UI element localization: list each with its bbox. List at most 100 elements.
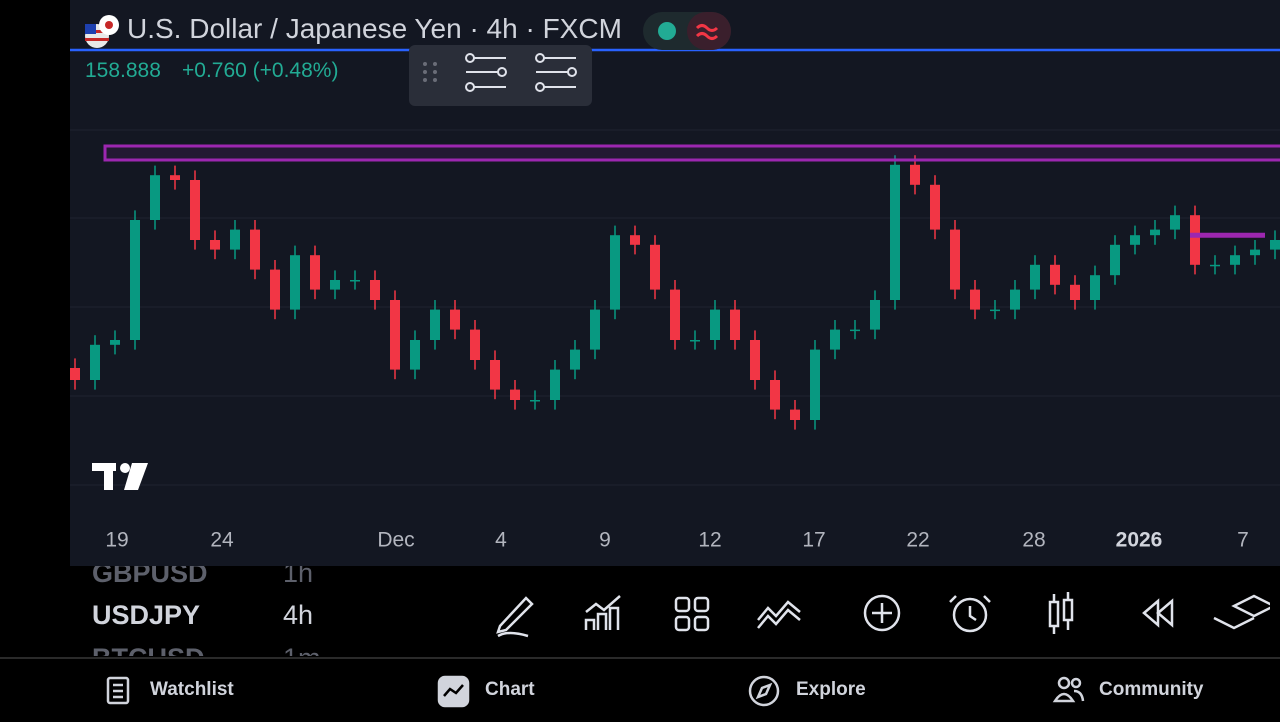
candle-body bbox=[810, 349, 820, 420]
symbol: GBPUSD bbox=[92, 566, 208, 588]
watchlist: GBPUSD 1h USDJPY 4h BTCUSD 1m bbox=[0, 566, 480, 656]
resistance-zone bbox=[103, 144, 1280, 162]
replay[interactable] bbox=[1142, 598, 1174, 628]
draw-tool[interactable] bbox=[496, 596, 534, 638]
x-tick-label: 7 bbox=[1237, 529, 1249, 552]
candle-body bbox=[490, 360, 500, 390]
candle-body bbox=[1230, 255, 1240, 265]
explore-icon[interactable] bbox=[748, 675, 780, 707]
candle-body bbox=[1250, 249, 1260, 256]
x-tick-label: Dec bbox=[377, 529, 414, 552]
tab[interactable]: Explore bbox=[796, 679, 866, 700]
interval: 4h bbox=[283, 600, 314, 630]
tab-icons bbox=[106, 675, 1085, 708]
candle-body bbox=[230, 229, 240, 250]
candle-body bbox=[670, 289, 680, 340]
watchlist-row[interactable]: USDJPY 4h bbox=[92, 600, 313, 631]
chart-type[interactable] bbox=[1048, 592, 1074, 634]
candle-body bbox=[930, 184, 940, 230]
community-icon[interactable] bbox=[1052, 676, 1085, 703]
candle-body bbox=[650, 244, 660, 290]
candle-body bbox=[770, 380, 780, 410]
tab-bar: Watchlist Chart Explore Community bbox=[0, 657, 1280, 722]
status-pill[interactable] bbox=[643, 12, 731, 50]
interval: 1m bbox=[283, 643, 321, 656]
compare[interactable] bbox=[757, 600, 801, 629]
candle-body bbox=[850, 329, 860, 332]
candle-body bbox=[90, 344, 100, 380]
candle-body bbox=[870, 300, 880, 330]
candle-body bbox=[510, 389, 520, 400]
candle-body bbox=[1010, 289, 1020, 310]
candle-body bbox=[690, 340, 700, 342]
objects[interactable] bbox=[1213, 594, 1270, 630]
tab[interactable]: Watchlist bbox=[150, 679, 234, 700]
x-tick-label: 17 bbox=[802, 529, 825, 552]
symbol: USDJPY bbox=[92, 600, 201, 630]
candle-body bbox=[550, 369, 560, 400]
floating-toolbar[interactable] bbox=[409, 45, 592, 106]
watchlist-icon[interactable] bbox=[106, 676, 130, 705]
candle-body bbox=[430, 309, 440, 340]
x-tick-label: 2026 bbox=[1116, 529, 1163, 552]
alert[interactable] bbox=[949, 595, 991, 633]
candle-body bbox=[370, 280, 380, 300]
candle-body bbox=[1170, 215, 1180, 230]
symbol-title[interactable]: U.S. Dollar / Japanese Yen · 4h · FXCM bbox=[127, 13, 622, 44]
symbol: BTCUSD bbox=[92, 643, 205, 656]
tab[interactable]: Community bbox=[1099, 679, 1204, 700]
tradingview-logo bbox=[92, 463, 148, 490]
chart: 19 24 Dec 4 9 12 17 22 28 2026 7 bbox=[70, 0, 1280, 566]
candle-body bbox=[450, 309, 460, 330]
last-price: 158.888 bbox=[85, 59, 161, 82]
candle-body bbox=[1190, 215, 1200, 265]
candle-body bbox=[990, 309, 1000, 312]
candle-body bbox=[1270, 240, 1280, 250]
candle-body bbox=[170, 175, 180, 180]
candle-body bbox=[250, 229, 260, 270]
indicators[interactable] bbox=[584, 595, 621, 630]
watchlist-row[interactable]: BTCUSD 1m bbox=[92, 643, 321, 656]
x-tick-label: 12 bbox=[698, 529, 721, 552]
x-tick-label: 28 bbox=[1022, 529, 1045, 552]
candle-body bbox=[710, 309, 720, 340]
chart-icon[interactable] bbox=[437, 675, 470, 708]
x-tick-label: 24 bbox=[210, 529, 234, 552]
candle-body bbox=[730, 309, 740, 340]
symbol-flag bbox=[85, 15, 119, 48]
candle-body bbox=[130, 220, 140, 340]
tab[interactable]: Chart bbox=[485, 679, 535, 700]
candle-body bbox=[1130, 235, 1140, 245]
candle-body bbox=[270, 269, 280, 310]
candle-body bbox=[1150, 229, 1160, 236]
candle-body bbox=[910, 164, 920, 185]
candle-body bbox=[530, 400, 540, 402]
x-tick-label: 9 bbox=[599, 529, 611, 552]
candle-body bbox=[190, 180, 200, 240]
bottom-toolbar bbox=[496, 592, 1270, 638]
candle-body bbox=[750, 340, 760, 380]
candle-body bbox=[790, 409, 800, 420]
candle-body bbox=[1050, 264, 1060, 285]
candle-body bbox=[310, 255, 320, 290]
candle-body bbox=[830, 329, 840, 350]
candle-body bbox=[290, 255, 300, 310]
candle-body bbox=[1110, 244, 1120, 276]
layouts[interactable] bbox=[674, 596, 710, 632]
candle-body bbox=[410, 340, 420, 370]
watchlist-row[interactable]: GBPUSD 1h bbox=[92, 566, 313, 589]
candle-body bbox=[150, 175, 160, 220]
candle-body bbox=[1090, 275, 1100, 300]
candle-body bbox=[890, 164, 900, 300]
add[interactable] bbox=[863, 594, 901, 632]
candle-body bbox=[330, 280, 340, 290]
candle-body bbox=[210, 240, 220, 250]
candle-body bbox=[470, 329, 480, 360]
candle-body bbox=[630, 235, 640, 245]
candle-body bbox=[1030, 264, 1040, 290]
price-change: +0.760 (+0.48%) bbox=[182, 59, 339, 82]
candle-body bbox=[1070, 284, 1080, 300]
candle-body bbox=[970, 289, 980, 310]
candle-body bbox=[570, 349, 580, 370]
